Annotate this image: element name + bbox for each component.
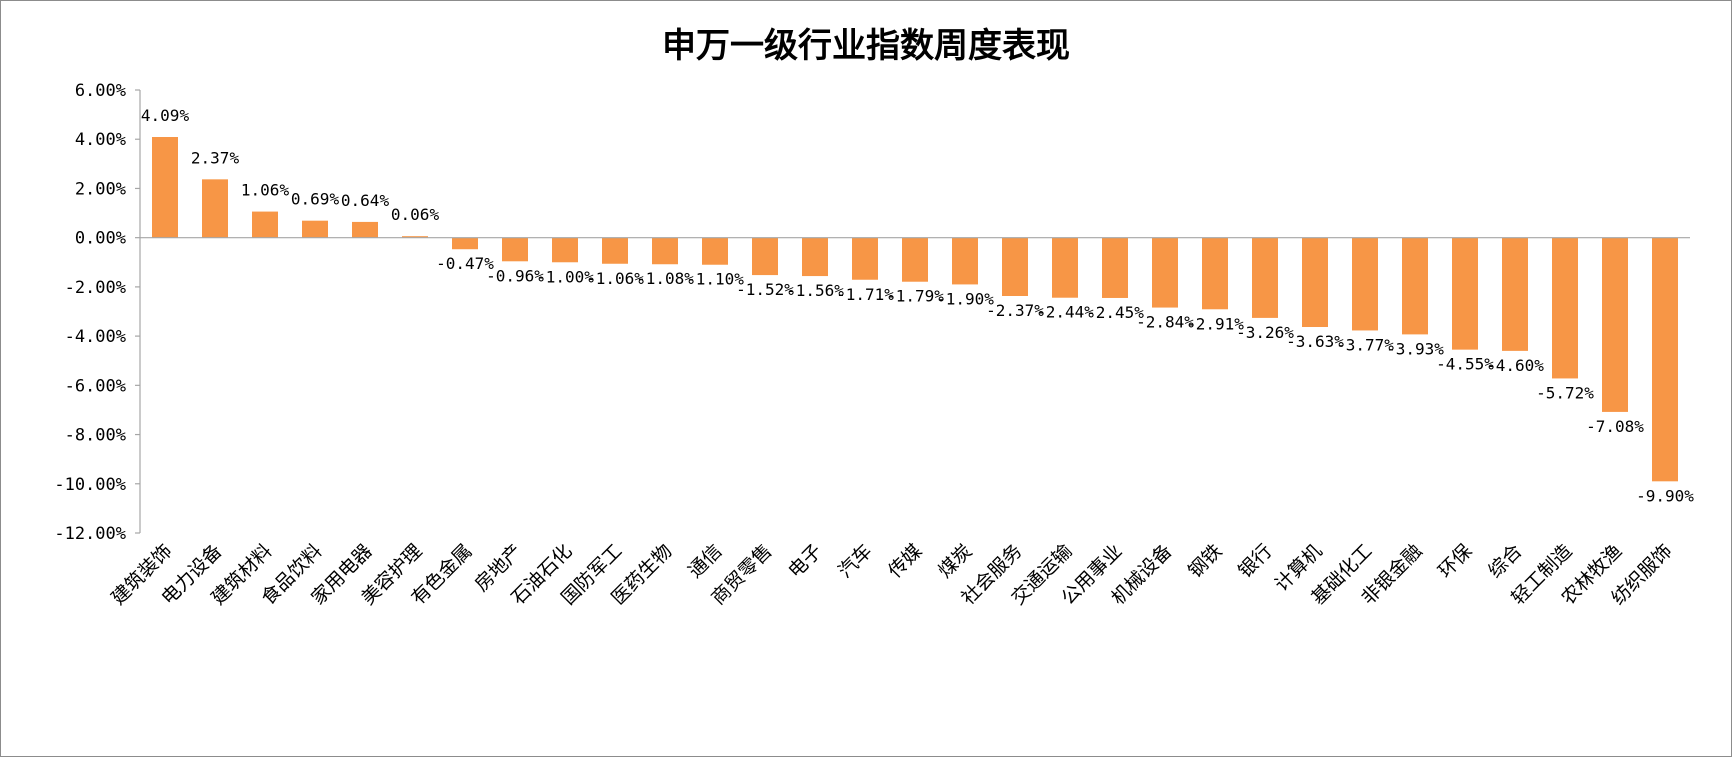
data-label: -2.91%	[1186, 314, 1244, 333]
bar	[902, 237, 928, 282]
data-label: -0.47%	[436, 254, 494, 273]
data-label: -2.44%	[1036, 303, 1094, 322]
data-label: 2.37%	[191, 148, 240, 167]
bar	[402, 236, 428, 238]
x-category-label: 综合	[1484, 540, 1526, 582]
data-label: -5.72%	[1536, 383, 1594, 402]
bar	[452, 237, 478, 250]
bar	[1002, 237, 1028, 296]
bars	[152, 137, 1678, 482]
bar	[1252, 237, 1278, 318]
bar	[852, 237, 878, 280]
y-tick-label: 0.00%	[75, 229, 126, 249]
data-label: -1.10%	[686, 270, 744, 289]
data-label: -2.37%	[986, 301, 1044, 320]
data-label: -0.96%	[486, 266, 544, 285]
data-label: -3.93%	[1386, 339, 1444, 358]
x-category-label: 汽车	[834, 540, 876, 582]
data-label: -1.52%	[736, 280, 794, 299]
y-tick-label: -2.00%	[65, 278, 126, 298]
bar	[752, 237, 778, 276]
data-label: -1.71%	[836, 285, 894, 304]
x-category-label: 银行	[1234, 540, 1276, 582]
data-label: -3.63%	[1286, 332, 1344, 351]
bar	[952, 237, 978, 285]
y-tick-label: 4.00%	[75, 130, 126, 150]
bar	[602, 237, 628, 264]
data-label: 0.64%	[341, 191, 390, 210]
data-label: -3.77%	[1336, 335, 1394, 354]
data-label: -1.06%	[586, 269, 644, 288]
bar	[1302, 237, 1328, 328]
x-category-label: 电子	[784, 540, 826, 582]
bar	[702, 237, 728, 265]
y-tick-label: -10.00%	[54, 475, 126, 495]
y-tick-label: -8.00%	[65, 426, 126, 446]
bar	[1152, 237, 1178, 308]
bar	[1602, 237, 1628, 412]
bar	[1352, 237, 1378, 331]
data-label: -3.26%	[1236, 323, 1294, 342]
bar	[302, 220, 328, 238]
data-label: 4.09%	[141, 106, 190, 125]
bar	[652, 237, 678, 265]
bar	[802, 237, 828, 277]
data-label: -7.08%	[1586, 417, 1644, 436]
data-label: -4.60%	[1486, 356, 1544, 375]
x-category-label: 煤炭	[934, 540, 976, 582]
bar	[1452, 237, 1478, 350]
data-label: -1.56%	[786, 281, 844, 300]
bar	[152, 137, 178, 238]
x-category-label: 环保	[1434, 540, 1476, 582]
bar	[1052, 237, 1078, 298]
data-label: -2.84%	[1136, 313, 1194, 332]
bar	[352, 221, 378, 238]
bar	[1402, 237, 1428, 335]
data-label: -1.00%	[536, 267, 594, 286]
bar	[1102, 237, 1128, 298]
data-label: 0.06%	[391, 205, 440, 224]
data-label: -2.45%	[1086, 303, 1144, 322]
x-category-label: 传媒	[884, 540, 926, 582]
x-category-label: 钢铁	[1184, 540, 1226, 582]
data-labels: 4.09% 2.37%1.06% 0.69% 0.64%0.06% -0.47%-0.9…	[141, 106, 1694, 505]
data-label: 0.69%	[291, 190, 340, 209]
y-tick-label: -4.00%	[65, 327, 126, 347]
y-tick-label: 6.00%	[75, 81, 126, 101]
bar	[252, 211, 278, 238]
chart-title: 申万一级行业指数周度表现	[662, 26, 1070, 66]
bar	[502, 237, 528, 262]
bar	[1502, 237, 1528, 351]
bar	[552, 237, 578, 263]
bar	[1652, 237, 1678, 482]
data-label: 1.06%	[241, 181, 290, 200]
y-tick-label: -6.00%	[65, 376, 126, 396]
data-label: -9.90%	[1636, 486, 1694, 505]
x-category-label: 通信	[684, 540, 726, 582]
data-label: -1.08%	[636, 269, 694, 288]
data-label: -1.79%	[886, 287, 944, 306]
data-label: -4.55%	[1436, 355, 1494, 374]
y-tick-label: -12.00%	[54, 524, 126, 544]
data-label: -1.90%	[936, 289, 994, 308]
bar	[202, 179, 228, 238]
bar	[1202, 237, 1228, 310]
y-tick-label: 2.00%	[75, 179, 126, 199]
bar	[1552, 237, 1578, 379]
y-axis: -12.00% -10.00% -8.00% -6.00% -4.00% -2.00% 0.…	[54, 81, 141, 544]
